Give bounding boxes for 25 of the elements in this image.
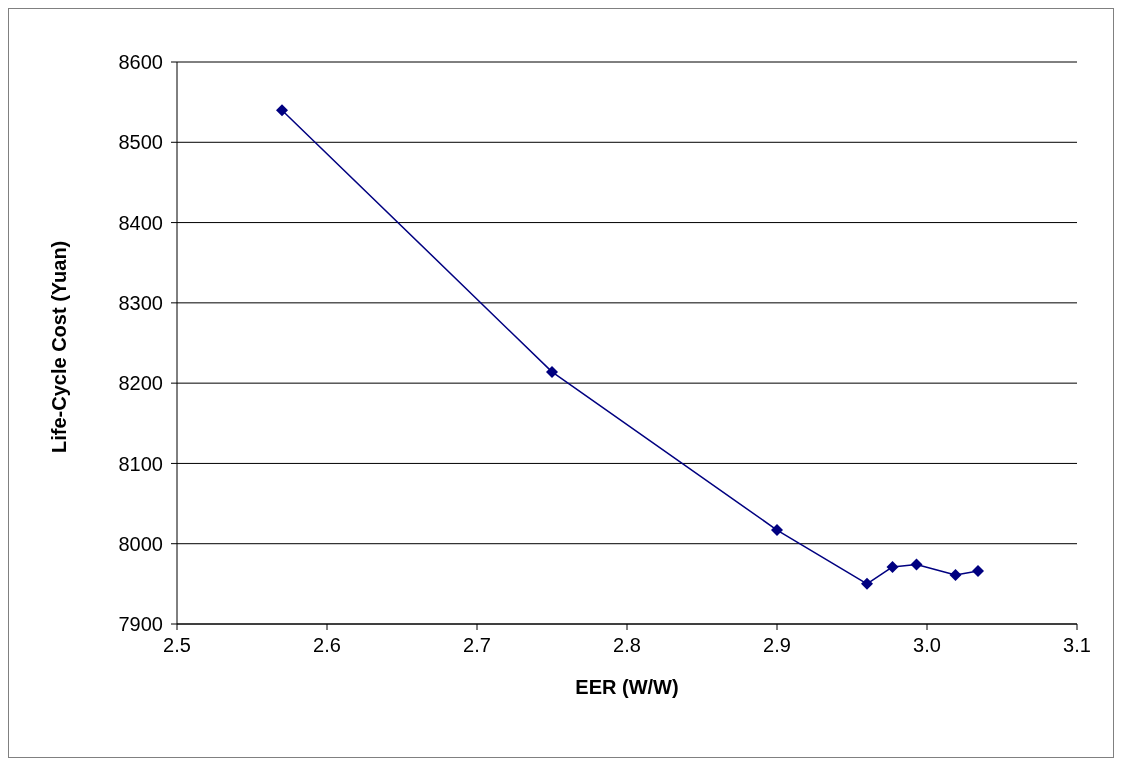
point [910,558,923,571]
point [546,365,558,378]
x-tick-label: 3.0 [913,634,941,657]
x-tick-label: 2.5 [163,634,191,657]
point [972,565,984,578]
x-tick-label: 2.6 [313,634,341,657]
x-axis-title: EER (W/W) [575,676,679,698]
x-tick-label: 2.9 [763,634,791,657]
x-tick-label: 2.8 [613,634,641,657]
y-axis-title: Life-Cycle Cost (Yuan) [48,240,71,453]
y-tick-label: 8300 [118,291,163,314]
y-tick-label: 8000 [118,532,163,555]
y-tick-label: 7900 [118,613,163,636]
point [949,569,962,582]
point [861,577,873,590]
x-tick-label: 2.7 [463,634,491,657]
y-tick-label: 8100 [118,452,163,475]
y-tick-label: 8200 [118,372,163,395]
y-tick-label: 8400 [118,211,163,234]
y-tick-label: 8600 [118,51,163,74]
point [886,561,899,573]
point [771,524,783,537]
x-tick-label: 3.1 [1063,634,1091,657]
y-tick-label: 8500 [118,131,163,154]
point [276,104,288,117]
